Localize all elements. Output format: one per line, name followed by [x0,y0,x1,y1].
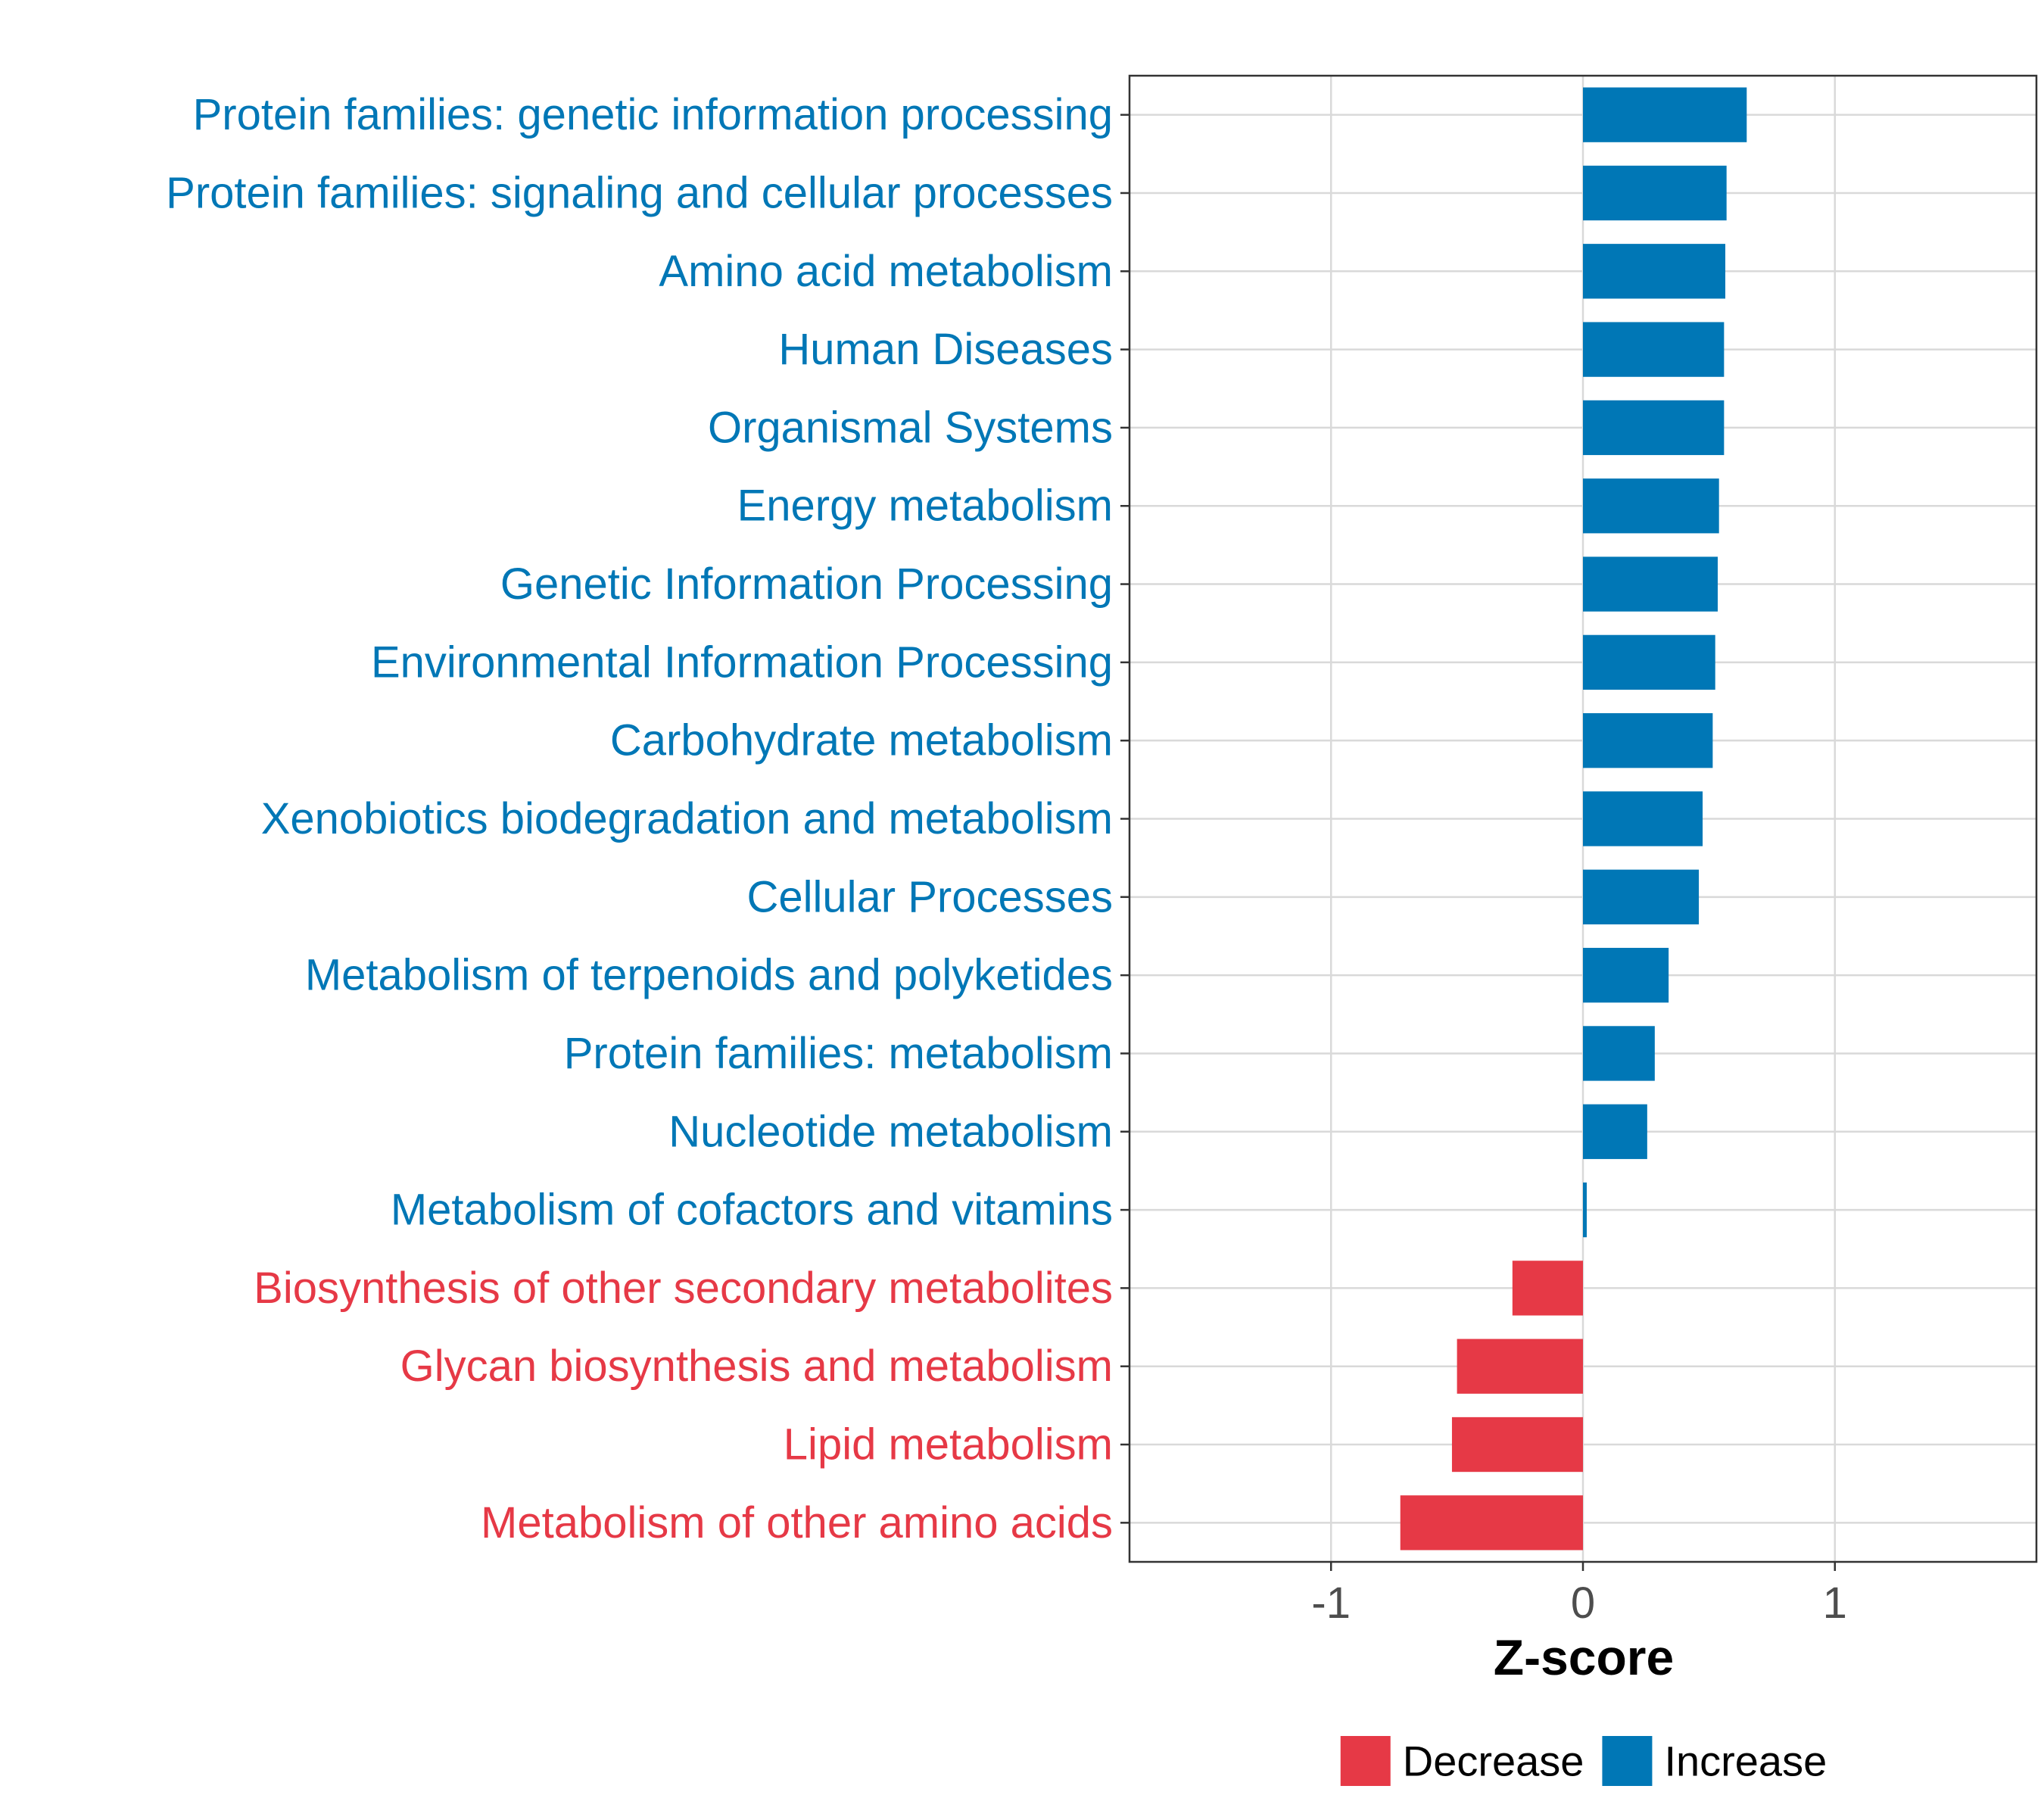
bar [1457,1339,1583,1394]
bar [1583,556,1718,612]
bar [1583,1104,1647,1159]
category-label: Lipid metabolism [784,1420,1113,1469]
category-label: Nucleotide metabolism [668,1107,1113,1156]
category-label: Environmental Information Processing [371,637,1113,687]
category-label: Metabolism of other amino acids [481,1498,1113,1547]
x-tick-label: -1 [1311,1579,1351,1628]
category-label: Genetic Information Processing [500,559,1113,609]
category-label: Protein families: metabolism [564,1029,1113,1078]
legend-swatch [1602,1736,1653,1786]
legend-label: Increase [1664,1738,1827,1785]
category-label: Cellular Processes [746,872,1113,921]
x-tick-label: 1 [1823,1579,1847,1628]
category-labels: Protein families: genetic information pr… [166,90,1129,1547]
bar [1583,791,1703,846]
legend-label: Decrease [1403,1738,1584,1785]
category-label: Metabolism of cofactors and vitamins [391,1186,1113,1235]
bar [1583,634,1715,690]
legend-entry-increase: Increase [1602,1736,1827,1786]
bars [1400,87,1747,1551]
category-label: Glycan biosynthesis and metabolism [400,1342,1113,1391]
bar [1583,478,1719,534]
category-label: Xenobiotics biodegradation and metabolis… [261,794,1113,843]
bar [1583,1182,1587,1238]
x-axis: -1 0 1 [1311,1562,1847,1628]
bar [1583,87,1747,142]
bar [1583,869,1700,924]
category-label: Human Diseases [778,325,1113,374]
x-axis-title: Z-score [1494,1629,1674,1685]
x-tick-label: 0 [1571,1579,1595,1628]
legend: Decrease Increase [1340,1736,1827,1786]
category-label: Metabolism of terpenoids and polyketides [305,951,1113,1000]
category-label: Amino acid metabolism [659,247,1113,296]
bar [1583,713,1713,768]
category-label: Organismal Systems [708,403,1113,452]
bar [1583,322,1725,377]
category-label: Biosynthesis of other secondary metaboli… [254,1264,1113,1313]
bar [1583,165,1727,221]
legend-entry-decrease: Decrease [1340,1736,1584,1786]
bar [1583,244,1726,299]
bar [1583,400,1725,456]
category-label: Carbohydrate metabolism [610,716,1113,765]
bar [1583,1026,1655,1081]
bar [1400,1495,1583,1551]
bar [1512,1261,1583,1316]
category-label: Protein families: genetic information pr… [193,90,1113,139]
category-label: Protein families: signaling and cellular… [166,168,1113,217]
bar [1583,947,1669,1003]
legend-swatch [1340,1736,1391,1786]
bar [1451,1417,1583,1473]
category-label: Energy metabolism [737,482,1113,531]
